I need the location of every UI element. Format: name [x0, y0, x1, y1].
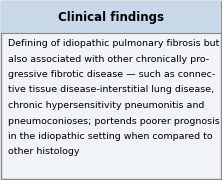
FancyBboxPatch shape — [1, 1, 221, 179]
Text: also associated with other chronically pro-: also associated with other chronically p… — [8, 55, 209, 64]
Text: Clinical findings: Clinical findings — [58, 10, 164, 24]
Text: chronic hypersensitivity pneumonitis and: chronic hypersensitivity pneumonitis and — [8, 101, 204, 110]
Text: tive tissue disease-interstitial lung disease,: tive tissue disease-interstitial lung di… — [8, 86, 214, 94]
FancyBboxPatch shape — [1, 1, 221, 33]
Text: Defining of idiopathic pulmonary fibrosis but: Defining of idiopathic pulmonary fibrosi… — [8, 39, 219, 48]
Text: pneumoconioses; portends poorer prognosis: pneumoconioses; portends poorer prognosi… — [8, 116, 220, 125]
Text: gressive fibrotic disease — such as connec-: gressive fibrotic disease — such as conn… — [8, 70, 215, 79]
Text: in the idiopathic setting when compared to: in the idiopathic setting when compared … — [8, 132, 213, 141]
Text: other histology: other histology — [8, 147, 79, 156]
